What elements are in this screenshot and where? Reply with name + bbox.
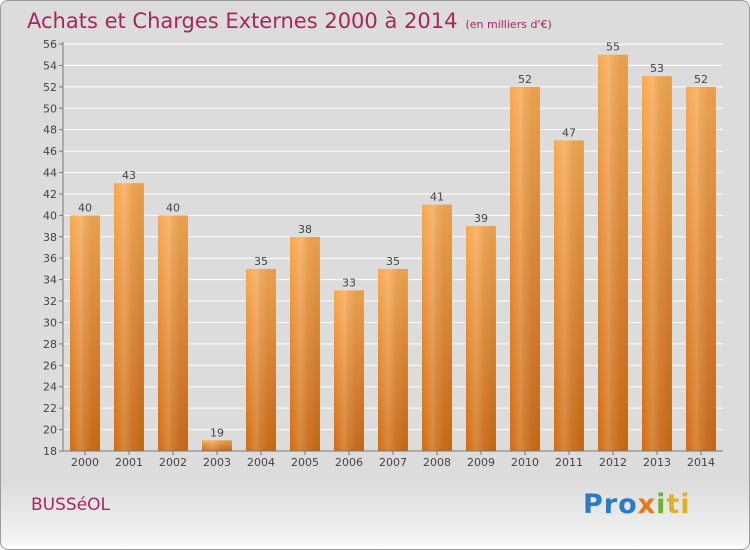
- x-tick-label-2002: 2002: [159, 456, 187, 469]
- chart-subtitle: (en milliers d'€): [465, 18, 552, 31]
- y-tick-label: 50: [43, 102, 57, 115]
- y-tick-label: 20: [43, 424, 57, 437]
- x-tick-label-2003: 2003: [203, 456, 231, 469]
- y-tick-label: 32: [43, 295, 57, 308]
- data-label-2013: 53: [650, 62, 664, 75]
- bars: 40 43 40 19 35 38 33 35 41 39 52 47 55 53 52: [70, 41, 716, 452]
- bar-shine-2000: [70, 215, 100, 451]
- chart-title: Achats et Charges Externes 2000 à 2014 (e…: [27, 9, 552, 33]
- data-label-2006: 33: [342, 276, 356, 289]
- x-tick-label-2011: 2011: [555, 456, 583, 469]
- y-tick-label: 38: [43, 231, 57, 244]
- bar-shine-2003: [202, 440, 232, 451]
- bar-shine-2007: [378, 268, 408, 451]
- x-tick-label-2009: 2009: [467, 456, 495, 469]
- data-label-2014: 52: [694, 73, 708, 86]
- data-label-2003: 19: [210, 426, 224, 439]
- x-tick-label-2001: 2001: [115, 456, 143, 469]
- bar-shine-2006: [334, 290, 364, 451]
- bar-shine-2009: [466, 226, 496, 451]
- y-tick-label: 30: [43, 316, 57, 329]
- data-label-2012: 55: [606, 41, 620, 54]
- data-label-2007: 35: [386, 255, 400, 268]
- y-tick-label: 42: [43, 188, 57, 201]
- x-tick-label-2006: 2006: [335, 456, 363, 469]
- y-tick-label: 24: [43, 381, 57, 394]
- x-tick-label-2013: 2013: [643, 456, 671, 469]
- y-tick-label: 48: [43, 124, 57, 137]
- x-tick-label-2000: 2000: [71, 456, 99, 469]
- logo-part-3: i: [656, 489, 667, 520]
- x-tick-label-2014: 2014: [687, 456, 715, 469]
- bar-shine-2005: [290, 236, 320, 451]
- y-tick-label: 54: [43, 59, 57, 72]
- y-tick-label: 52: [43, 81, 57, 94]
- x-tick-label-2004: 2004: [247, 456, 275, 469]
- place-name: BUSSéOL: [31, 495, 110, 515]
- bar-shine-2012: [598, 54, 628, 452]
- bar-shine-2010: [510, 86, 540, 451]
- bar-shine-2013: [642, 76, 672, 451]
- logo-part-4: ti: [666, 489, 691, 520]
- proxiti-logo: Proxiti: [583, 489, 691, 520]
- y-tick-label: 36: [43, 252, 57, 265]
- x-tick-label-2012: 2012: [599, 456, 627, 469]
- y-tick-label: 56: [43, 38, 57, 51]
- y-tick-label: 44: [43, 167, 57, 180]
- data-label-2011: 47: [562, 126, 576, 139]
- bar-shine-2001: [114, 183, 144, 451]
- x-tick-label-2010: 2010: [511, 456, 539, 469]
- bar-shine-2004: [246, 268, 276, 451]
- y-tick-label: 34: [43, 274, 57, 287]
- x-tick-label-2007: 2007: [379, 456, 407, 469]
- logo-part-2: x: [637, 489, 657, 520]
- data-label-2005: 38: [298, 223, 312, 236]
- y-tick-label: 28: [43, 338, 57, 351]
- bar-shine-2002: [158, 215, 188, 451]
- y-tick-label: 46: [43, 145, 57, 158]
- data-label-2002: 40: [166, 201, 180, 214]
- data-label-2004: 35: [254, 255, 268, 268]
- y-tick-label: 40: [43, 209, 57, 222]
- bar-shine-2014: [686, 86, 716, 451]
- x-tick-label-2008: 2008: [423, 456, 451, 469]
- chart-title-text: Achats et Charges Externes 2000 à 2014: [27, 9, 458, 33]
- bar-shine-2011: [554, 140, 584, 452]
- data-label-2010: 52: [518, 73, 532, 86]
- logo-part-1: Pro: [583, 489, 638, 520]
- x-tick-label-2005: 2005: [291, 456, 319, 469]
- axes: 18 20 22 24 26 28 30 32 34 36 38 40 42 44 46 48 50 52 54 56…: [43, 38, 723, 469]
- data-label-2000: 40: [78, 201, 92, 214]
- data-label-2008: 41: [430, 191, 444, 204]
- y-tick-label: 18: [43, 445, 57, 458]
- bar-shine-2008: [422, 204, 452, 451]
- data-label-2001: 43: [122, 169, 136, 182]
- data-label-2009: 39: [474, 212, 488, 225]
- y-tick-label: 26: [43, 359, 57, 372]
- y-tick-label: 22: [43, 402, 57, 415]
